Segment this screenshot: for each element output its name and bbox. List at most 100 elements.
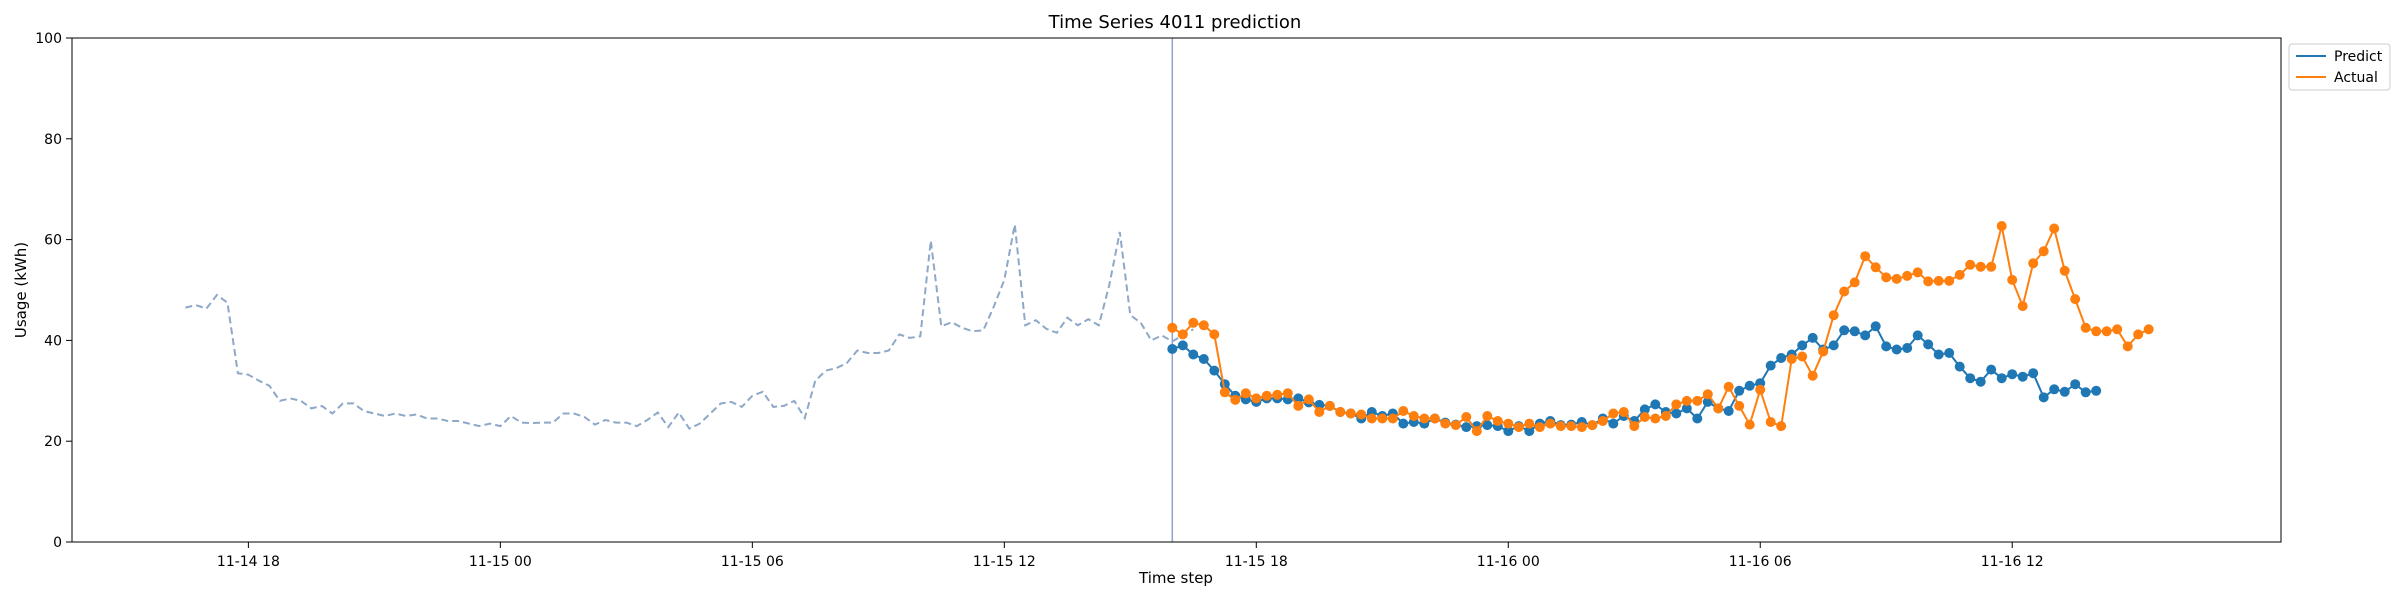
actual-point (1734, 400, 1745, 411)
actual-point (1587, 420, 1598, 431)
predict-point (1986, 364, 1997, 375)
predict-point (1965, 373, 1976, 384)
x-tick-label: 11-14 18 (217, 554, 280, 570)
actual-point (1744, 419, 1755, 430)
actual-point (2122, 341, 2133, 352)
actual-point (1282, 388, 1293, 399)
y-axis: 0 20 40 60 80 100 (35, 31, 72, 551)
actual-point (1450, 420, 1461, 431)
predict-point (1849, 326, 1860, 337)
actual-point (2070, 294, 2081, 305)
predict-point (2028, 368, 2039, 379)
actual-point (1933, 275, 1944, 286)
actual-point (2133, 329, 2144, 340)
predict-point (1198, 354, 1209, 364)
history-series (185, 224, 1194, 430)
predict-point (2080, 387, 2091, 398)
actual-point (1198, 320, 1209, 331)
predict-point (1975, 376, 1986, 387)
y-tick-label: 0 (53, 535, 62, 551)
predict-point (2070, 379, 2081, 390)
actual-point (1240, 388, 1251, 399)
x-tick-label: 11-15 18 (1225, 554, 1288, 570)
actual-point (1398, 406, 1409, 416)
x-tick-label: 11-16 06 (1729, 554, 1792, 570)
predict-point (1891, 344, 1902, 355)
series-actual (1167, 221, 2154, 437)
predict-point (2059, 386, 2070, 397)
actual-point (1209, 329, 1220, 340)
actual-point (1167, 322, 1178, 333)
actual-point (1660, 411, 1671, 421)
actual-point (1335, 407, 1346, 417)
actual-point (1219, 387, 1230, 398)
predict-point (1461, 422, 1472, 433)
actual-point (1954, 269, 1965, 280)
predict-point (1177, 340, 1188, 351)
actual-line (1171, 225, 2150, 433)
actual-point (1513, 422, 1524, 433)
x-tick-label: 11-16 00 (1477, 554, 1540, 570)
actual-point (1366, 413, 1377, 424)
actual-point (1597, 416, 1608, 426)
predict-point (1797, 340, 1808, 351)
y-axis-label: Usage (kWh) (12, 242, 30, 338)
y-tick-label: 80 (44, 132, 62, 148)
chart-title: Time Series 4011 prediction (1048, 12, 1302, 33)
plot-frame (71, 37, 2282, 543)
actual-point (1828, 310, 1839, 321)
predict-point (1314, 399, 1325, 410)
predict-point (2049, 384, 2060, 395)
predict-point (1828, 340, 1839, 351)
predict-point (1912, 330, 1923, 341)
actual-point (1713, 403, 1724, 414)
predict-point (1167, 344, 1178, 354)
actual-point (1492, 416, 1503, 426)
actual-point (1807, 370, 1818, 381)
predict-point (1944, 348, 1955, 358)
predict-point (1902, 343, 1913, 353)
actual-point (1177, 329, 1188, 340)
legend-label-predict: Predict (2334, 49, 2383, 65)
actual-point (1377, 413, 1388, 424)
predict-point (1744, 380, 1755, 391)
actual-point (1408, 411, 1419, 421)
predict-point (1702, 396, 1713, 407)
actual-point (1923, 276, 1934, 287)
actual-point (1881, 272, 1892, 283)
predict-point (1723, 406, 1734, 416)
actual-point (2059, 265, 2070, 276)
legend-label-actual: Actual (2334, 70, 2378, 86)
actual-point (1188, 317, 1199, 328)
actual-point (1303, 394, 1314, 405)
actual-point (1860, 251, 1871, 262)
actual-point (2038, 246, 2049, 257)
actual-point (2091, 326, 2102, 337)
x-axis: 11-14 18 11-15 00 11-15 06 11-15 12 11-15 18… (217, 542, 2044, 570)
predict-point (1954, 361, 1965, 372)
actual-point (1345, 408, 1356, 419)
actual-point (2007, 274, 2018, 285)
actual-point (1566, 421, 1577, 432)
actual-point (2101, 326, 2112, 337)
x-axis-label: Time step (1138, 569, 1213, 587)
actual-point (1870, 262, 1881, 273)
predict-point (1671, 408, 1682, 419)
actual-point (1272, 389, 1283, 400)
actual-point (2143, 324, 2154, 335)
actual-point (1639, 412, 1650, 422)
actual-point (1797, 351, 1808, 362)
actual-point (1723, 381, 1734, 392)
y-tick-label: 40 (44, 333, 62, 349)
actual-point (1524, 418, 1535, 429)
predict-point (1734, 385, 1745, 396)
predict-point (1807, 332, 1818, 343)
predict-point (1608, 418, 1619, 429)
actual-point (1692, 395, 1703, 406)
y-tick-label: 20 (44, 434, 62, 450)
actual-point (2017, 301, 2028, 312)
actual-point (1849, 277, 1860, 288)
actual-point (1471, 426, 1482, 437)
